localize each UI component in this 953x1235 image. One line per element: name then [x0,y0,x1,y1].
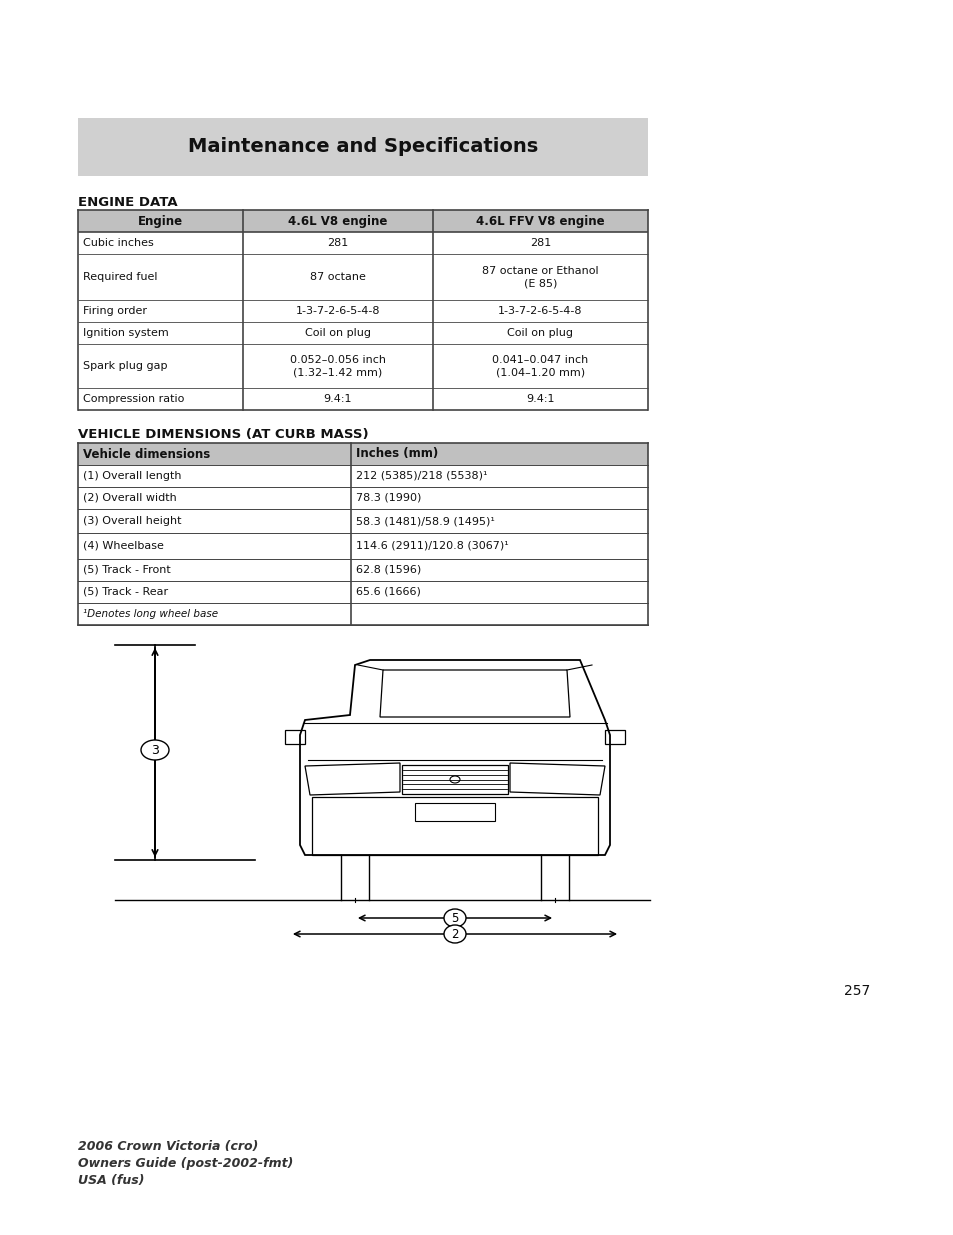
Text: Cubic inches: Cubic inches [83,238,153,248]
Text: Inches (mm): Inches (mm) [355,447,437,461]
Text: 257: 257 [842,984,869,998]
Text: Firing order: Firing order [83,306,147,316]
Text: 9.4:1: 9.4:1 [526,394,554,404]
Text: USA (fus): USA (fus) [78,1174,144,1187]
Text: 114.6 (2911)/120.8 (3067)¹: 114.6 (2911)/120.8 (3067)¹ [355,541,508,551]
Bar [78,210,647,232]
Bar [78,443,647,466]
Text: (2) Overall width: (2) Overall width [83,493,176,503]
Bar [78,443,647,625]
Text: Required fuel: Required fuel [83,272,157,282]
Ellipse shape [443,925,465,944]
Text: 4.6L V8 engine: 4.6L V8 engine [288,215,387,227]
Text: VEHICLE DIMENSIONS (AT CURB MASS): VEHICLE DIMENSIONS (AT CURB MASS) [78,429,368,441]
Text: (5) Track - Front: (5) Track - Front [83,564,171,576]
Text: 87 octane: 87 octane [310,272,366,282]
Text: 78.3 (1990): 78.3 (1990) [355,493,421,503]
Text: Coil on plug: Coil on plug [507,329,573,338]
Bar [415,803,495,821]
Text: ¹Denotes long wheel base: ¹Denotes long wheel base [83,609,218,619]
Text: 0.052–0.056 inch
(1.32–1.42 mm): 0.052–0.056 inch (1.32–1.42 mm) [290,354,386,377]
Text: 1-3-7-2-6-5-4-8: 1-3-7-2-6-5-4-8 [497,306,582,316]
Bar [401,764,507,794]
Ellipse shape [450,776,459,783]
Text: Spark plug gap: Spark plug gap [83,361,168,370]
Text: (5) Track - Rear: (5) Track - Rear [83,587,168,597]
Text: 281: 281 [529,238,551,248]
Text: 58.3 (1481)/58.9 (1495)¹: 58.3 (1481)/58.9 (1495)¹ [355,516,495,526]
Bar [285,730,305,743]
Text: Ignition system: Ignition system [83,329,169,338]
Text: Coil on plug: Coil on plug [305,329,371,338]
Text: 2006 Crown Victoria (cro): 2006 Crown Victoria (cro) [78,1140,258,1153]
Ellipse shape [443,909,465,927]
Ellipse shape [141,740,169,760]
Text: 2: 2 [451,927,458,941]
Bar [78,210,647,410]
Text: 1-3-7-2-6-5-4-8: 1-3-7-2-6-5-4-8 [295,306,380,316]
Text: 212 (5385)/218 (5538)¹: 212 (5385)/218 (5538)¹ [355,471,487,480]
Text: 5: 5 [451,911,458,925]
Text: 87 octane or Ethanol
(E 85): 87 octane or Ethanol (E 85) [481,266,598,288]
Text: 62.8 (1596): 62.8 (1596) [355,564,421,576]
Text: Maintenance and Specifications: Maintenance and Specifications [188,137,537,157]
Text: 0.041–0.047 inch
(1.04–1.20 mm): 0.041–0.047 inch (1.04–1.20 mm) [492,354,588,377]
Bar [78,119,647,177]
Text: 281: 281 [327,238,348,248]
Text: 9.4:1: 9.4:1 [323,394,352,404]
Bar [312,797,598,855]
Text: 65.6 (1666): 65.6 (1666) [355,587,420,597]
Text: Engine: Engine [138,215,183,227]
Text: 3: 3 [151,743,159,757]
Text: Vehicle dimensions: Vehicle dimensions [83,447,210,461]
Text: 4.6L FFV V8 engine: 4.6L FFV V8 engine [476,215,604,227]
Text: (3) Overall height: (3) Overall height [83,516,181,526]
Text: Compression ratio: Compression ratio [83,394,184,404]
Text: ENGINE DATA: ENGINE DATA [78,196,177,209]
Text: (4) Wheelbase: (4) Wheelbase [83,541,164,551]
Text: Owners Guide (post-2002-fmt): Owners Guide (post-2002-fmt) [78,1157,294,1170]
Text: (1) Overall length: (1) Overall length [83,471,181,480]
Bar [604,730,624,743]
